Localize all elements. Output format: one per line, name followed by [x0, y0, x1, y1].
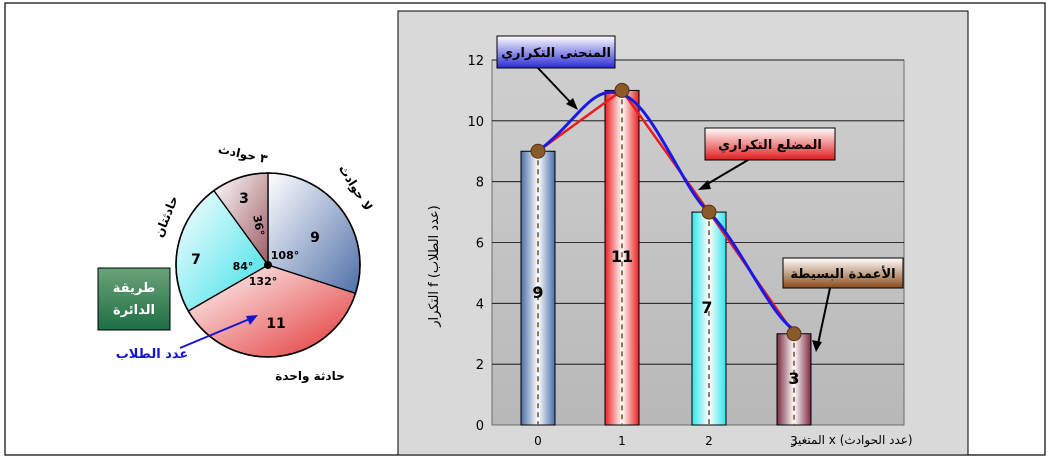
y-axis: 0 2 4 6 8 10 12	[467, 54, 484, 434]
pie-value-0: 9	[310, 230, 320, 246]
pie-angle-0: 108°	[271, 249, 299, 262]
data-point-1	[614, 82, 630, 98]
pie-value-1: 11	[266, 316, 285, 332]
y-tick-label-5: 10	[467, 115, 484, 130]
y-axis-title: التكرار f (عدد الطلاب)	[427, 205, 442, 327]
data-point-2	[701, 204, 717, 220]
x-tick-label-2: 2	[705, 434, 713, 448]
y-tick-label-0: 0	[476, 419, 484, 434]
annotation-curve-text: المنحنى التكراري	[501, 46, 611, 61]
series-lines	[530, 82, 802, 342]
pie-outline	[175, 172, 361, 358]
x-tick-label-1: 1	[618, 434, 626, 448]
bar-label-0: 9	[532, 283, 543, 302]
data-point-3	[786, 326, 802, 342]
bar-label-2: 7	[701, 298, 712, 317]
pie-center-dot	[264, 261, 272, 269]
students-callout: عدد الطلاب	[116, 315, 258, 362]
x-axis: 0 1 2 3	[534, 434, 798, 448]
annotation-polygon: المضلع التكراري	[698, 127, 836, 190]
x-axis-title: المتغير x (عدد الحوادث)	[790, 433, 912, 448]
bar-label-1: 11	[611, 247, 633, 266]
y-tick-label-4: 8	[476, 176, 484, 191]
annotation-curve: المنحنى التكراري	[496, 35, 616, 110]
data-point-0	[530, 143, 546, 159]
students-callout-text: عدد الطلاب	[116, 347, 189, 362]
pie-value-3: 3	[239, 191, 249, 207]
frequency-curve-line	[537, 90, 795, 332]
annotation-bars: الأعمدة البسيطة	[782, 257, 904, 352]
pie-category-1: حادثة واحدة	[275, 369, 345, 384]
x-tick-label-0: 0	[534, 434, 542, 448]
pie-angle-1: 132°	[249, 275, 277, 288]
method-box-line1: طريقة	[113, 281, 155, 296]
annotation-bars-text: الأعمدة البسيطة	[790, 265, 895, 282]
pie-angle-3: 36°	[250, 214, 266, 237]
y-tick-label-1: 2	[476, 358, 484, 373]
pie-angle-2: 84°	[233, 260, 254, 273]
y-tick-label-3: 6	[476, 237, 484, 252]
bar-2	[691, 211, 727, 426]
bar-label-3: 3	[788, 369, 799, 388]
pie-value-2: 7	[191, 252, 201, 268]
x-tick-label-3: 3	[790, 434, 798, 448]
y-tick-label-2: 4	[476, 297, 484, 312]
bars: 9 11 7 3	[520, 89, 812, 426]
method-box: طريقة الدائرة	[97, 267, 171, 331]
method-box-line2: الدائرة	[113, 303, 155, 318]
annotation-polygon-text: المضلع التكراري	[718, 138, 822, 153]
students-callout-arrow	[179, 317, 253, 349]
students-callout-arrowhead	[246, 315, 258, 325]
y-tick-label-6: 12	[467, 54, 484, 69]
